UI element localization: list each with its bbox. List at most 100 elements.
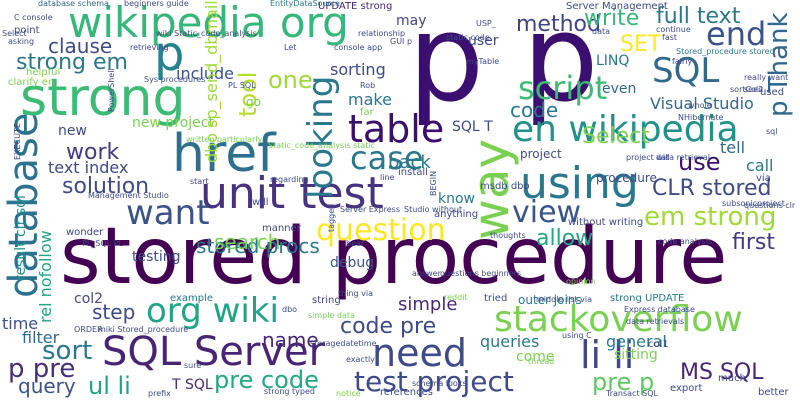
cloud-word: general bbox=[606, 332, 667, 351]
cloud-word: test project bbox=[354, 365, 514, 398]
cloud-word: em strong bbox=[644, 202, 777, 232]
cloud-word: NHibernate bbox=[678, 113, 724, 122]
cloud-word: myTable bbox=[466, 57, 500, 66]
cloud-word: code pre bbox=[340, 314, 437, 339]
cloud-word: MS SQL bbox=[680, 360, 764, 385]
cloud-word: Visual Studio bbox=[650, 94, 754, 113]
cloud-word: work bbox=[66, 140, 120, 165]
cloud-word: start bbox=[190, 177, 209, 186]
cloud-word: example bbox=[170, 293, 214, 304]
cloud-word: via bbox=[756, 173, 771, 184]
cloud-word: stackoverflow bbox=[494, 299, 743, 340]
cloud-word: search bbox=[214, 230, 281, 254]
cloud-word: opinion bbox=[566, 277, 596, 286]
cloud-word: wikipedia org bbox=[68, 0, 349, 47]
cloud-word: continue bbox=[656, 25, 691, 34]
cloud-word: may bbox=[396, 13, 427, 29]
cloud-word: stored procedure bbox=[60, 212, 728, 302]
cloud-word: notice bbox=[336, 389, 361, 398]
cloud-word: unit test bbox=[200, 168, 384, 219]
cloud-word: rel nofollow bbox=[36, 230, 55, 324]
cloud-word: Transact SQL bbox=[606, 389, 658, 398]
cloud-word: dbo bbox=[282, 305, 298, 314]
cloud-word: simple data bbox=[308, 311, 355, 320]
cloud-word: relationship bbox=[358, 29, 406, 38]
cloud-word: T SQL bbox=[172, 377, 213, 393]
cloud-word: database schema bbox=[38, 0, 109, 8]
cloud-word: LINQ bbox=[596, 53, 630, 69]
cloud-word: console app bbox=[334, 43, 383, 52]
cloud-word: project bbox=[520, 147, 562, 161]
cloud-word: sortCol2 bbox=[730, 85, 764, 94]
cloud-word: data bbox=[592, 27, 611, 36]
cloud-word: references bbox=[380, 387, 433, 398]
cloud-word: subsonicproject bbox=[722, 199, 785, 208]
cloud-word: need bbox=[372, 331, 467, 375]
cloud-word: exactly bbox=[346, 355, 375, 364]
cloud-word: p pre bbox=[8, 354, 76, 384]
cloud-word: thoughts bbox=[490, 231, 526, 240]
cloud-word: wiki Static_code_analysis bbox=[156, 29, 257, 38]
cloud-word: procedure bbox=[596, 171, 657, 185]
cloud-word: new bbox=[58, 123, 87, 139]
cloud-word: stored procs bbox=[196, 234, 320, 258]
cloud-word: strong UPDATE bbox=[610, 293, 685, 304]
cloud-word: new project bbox=[132, 115, 214, 131]
cloud-word: result clr sql bbox=[13, 194, 29, 281]
cloud-word: simple bbox=[398, 294, 458, 315]
cloud-word: PL SQL bbox=[228, 81, 256, 90]
cloud-word: sitting bbox=[614, 347, 658, 363]
cloud-word: whole bbox=[688, 101, 712, 110]
cloud-word: call bbox=[746, 156, 774, 175]
cloud-word: using bbox=[520, 158, 639, 209]
cloud-word: schema looks bbox=[412, 379, 467, 388]
cloud-word: allow bbox=[536, 226, 594, 251]
cloud-word: miki Stored_procedure bbox=[98, 325, 189, 334]
cloud-word: bear bbox=[346, 239, 365, 248]
cloud-word: end bbox=[706, 15, 767, 53]
cloud-word: col2 bbox=[74, 291, 104, 307]
cloud-word: fairly bbox=[672, 57, 693, 66]
cloud-word: user bbox=[468, 33, 499, 49]
cloud-word: point bbox=[14, 25, 40, 36]
cloud-word: SQL bbox=[652, 51, 720, 91]
cloud-word: outer joins bbox=[518, 293, 582, 307]
cloud-word: pre code bbox=[214, 366, 319, 394]
cloud-word: Static_code_analysis static bbox=[268, 141, 376, 150]
cloud-word: back bbox=[388, 152, 431, 173]
cloud-word: one bbox=[268, 66, 313, 94]
cloud-word: write bbox=[584, 6, 640, 31]
cloud-word: table bbox=[348, 107, 445, 151]
cloud-word: really want bbox=[744, 73, 789, 82]
cloud-word: far bbox=[360, 107, 374, 118]
cloud-word: name bbox=[262, 328, 319, 352]
cloud-word: storagedatetime bbox=[310, 339, 377, 348]
cloud-word: Sys procedures bbox=[144, 75, 206, 84]
cloud-word: Select bbox=[582, 124, 650, 149]
cloud-word: middle list via bbox=[536, 295, 593, 304]
cloud-word: line bbox=[380, 173, 395, 182]
cloud-word: method bbox=[516, 12, 601, 37]
cloud-word: strong bbox=[20, 68, 186, 128]
cloud-word: using C bbox=[562, 331, 592, 340]
cloud-word: sure bbox=[184, 361, 202, 370]
cloud-word: static code bbox=[446, 33, 490, 42]
cloud-word: SET bbox=[620, 32, 662, 57]
cloud-word: written particularly bbox=[186, 135, 263, 144]
cloud-word: asking bbox=[8, 37, 35, 46]
cloud-word: data retrievals bbox=[626, 317, 685, 326]
cloud-word: ORDER bbox=[74, 325, 103, 334]
cloud-word: sort bbox=[42, 336, 93, 366]
cloud-word: better bbox=[758, 387, 789, 398]
cloud-word: go bbox=[246, 95, 261, 109]
cloud-word: tell bbox=[720, 138, 746, 157]
cloud-word: beginners guide bbox=[124, 0, 189, 8]
cloud-word: strong typed bbox=[264, 387, 315, 396]
cloud-word: prefix bbox=[148, 389, 171, 398]
cloud-word: step bbox=[92, 300, 136, 324]
cloud-word: SQL Server bbox=[102, 329, 326, 375]
cloud-word: helpful bbox=[26, 67, 61, 78]
cloud-word: EntityDataSource bbox=[270, 0, 340, 8]
cloud-word: clarify en bbox=[8, 77, 55, 88]
cloud-word: GUI p bbox=[390, 37, 413, 46]
